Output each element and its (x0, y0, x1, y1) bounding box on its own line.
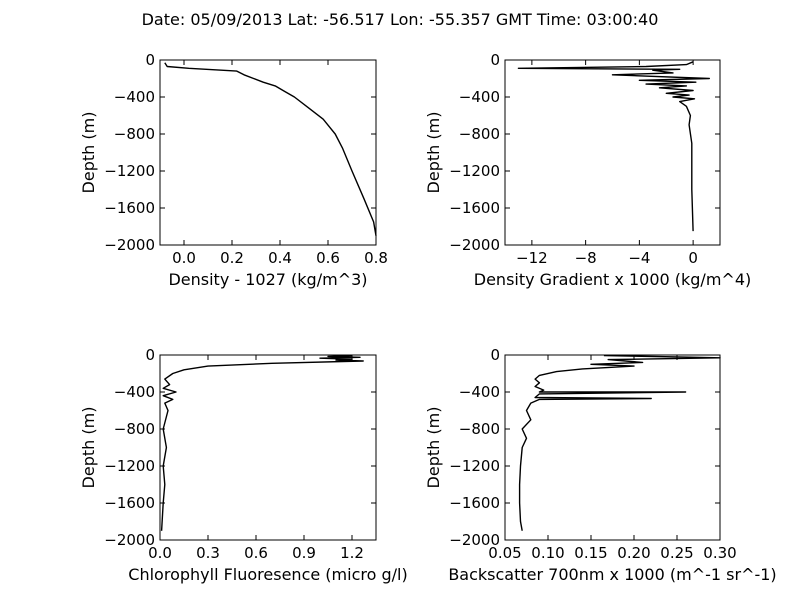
panel-1-ytick-label: −400 (114, 88, 155, 106)
panel-2-series-line (517, 61, 710, 232)
panel-2-xtick-label: −4 (628, 249, 650, 267)
panel-3-series-line (160, 354, 364, 531)
panel-2-xtick-label: 0 (688, 249, 698, 267)
panel-2-ytick-label: −1600 (449, 199, 500, 217)
panel-2-xtick-label: −8 (575, 249, 597, 267)
panel-3-ytick-label: −1600 (104, 494, 155, 512)
panel-3-xlabel: Chlorophyll Fluoresence (micro g/l) (128, 565, 407, 584)
panel-1-ytick-label: −1600 (104, 199, 155, 217)
panel-1-ytick-label: −2000 (104, 236, 155, 254)
panel-2-ytick-label: −1200 (449, 162, 500, 180)
panel-2-xlabel: Density Gradient x 1000 (kg/m^4) (474, 270, 751, 289)
panel-4-ytick-label: −1600 (449, 494, 500, 512)
panel-4-ytick-label: −400 (459, 383, 500, 401)
panel-1-ytick-label: −1200 (104, 162, 155, 180)
panel-1-xlabel: Density - 1027 (kg/m^3) (168, 270, 367, 289)
panel-4-ylabel: Depth (m) (424, 407, 443, 489)
panel-3-xtick-label: 0.3 (196, 544, 220, 562)
panel-1-ytick-label: 0 (145, 51, 155, 69)
panel-2-ytick-label: 0 (490, 51, 500, 69)
panel-3-xtick-label: 1.2 (340, 544, 364, 562)
panel-3-ytick-label: −800 (114, 420, 155, 438)
panel-3-xtick-label: 0.0 (148, 544, 172, 562)
panel-3-ylabel: Depth (m) (79, 407, 98, 489)
panel-1-ytick-label: −800 (114, 125, 155, 143)
panel-3-xtick-label: 0.9 (292, 544, 316, 562)
panel-2-ytick-label: −400 (459, 88, 500, 106)
panel-2-ylabel: Depth (m) (424, 112, 443, 194)
panel-2-frame (504, 59, 721, 246)
panel-3-ytick-label: −2000 (104, 531, 155, 549)
panel-1-xtick-label: 0.6 (316, 249, 340, 267)
panel-4-ytick-label: −800 (459, 420, 500, 438)
panel-4-xtick-label: 0.10 (531, 544, 564, 562)
panel-2-ytick-label: −2000 (449, 236, 500, 254)
panel-4-xtick-label: 0.20 (617, 544, 650, 562)
panel-3-ytick-label: −400 (114, 383, 155, 401)
panel-3-ytick-label: 0 (145, 346, 155, 364)
panel-4-xtick-label: 0.15 (574, 544, 607, 562)
panel-4-xtick-label: 0.30 (703, 544, 736, 562)
panel-4-xtick-label: 0.05 (488, 544, 521, 562)
panel-1-xtick-label: 0.4 (268, 249, 292, 267)
panel-2-ytick-label: −800 (459, 125, 500, 143)
panel-1-xtick-label: 0.8 (364, 249, 388, 267)
panel-4-ytick-label: −2000 (449, 531, 500, 549)
figure-title: Date: 05/09/2013 Lat: -56.517 Lon: -55.3… (142, 10, 659, 29)
panel-1-frame (159, 59, 377, 246)
panel-4-frame (504, 354, 721, 541)
panel-4-xtick-label: 0.25 (660, 544, 693, 562)
panel-4-ytick-label: −1200 (449, 457, 500, 475)
panel-4-xlabel: Backscatter 700nm x 1000 (m^-1 sr^-1) (448, 565, 776, 584)
panel-3-ytick-label: −1200 (104, 457, 155, 475)
panel-1-xtick-label: 0.2 (220, 249, 244, 267)
panel-3-frame (159, 354, 377, 541)
panel-1-xtick-label: 0.0 (172, 249, 196, 267)
panel-2-xtick-label: −12 (516, 249, 548, 267)
panel-3-xtick-label: 0.6 (244, 544, 268, 562)
panel-4-ytick-label: 0 (490, 346, 500, 364)
panel-1-series-line (164, 62, 377, 236)
panel-4-series-line (518, 354, 721, 531)
panel-1-ylabel: Depth (m) (79, 112, 98, 194)
